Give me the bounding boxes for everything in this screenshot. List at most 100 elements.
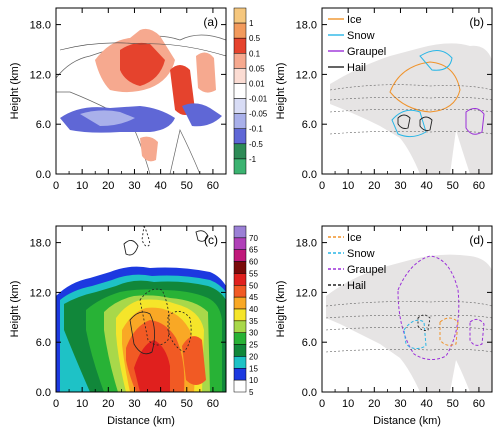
panel-b-ytick-label: 18.0 [296,20,317,32]
panel-b-legend-label: Graupel [347,46,386,58]
panel-c-xlabel: Distance (km) [107,415,175,427]
panel-c-colorbar-label: 60 [249,258,258,267]
panel-a-colorbar-swatch [233,158,247,175]
panel-d-xtick-label: 50 [447,398,459,410]
panel-c-colorbar-swatch [233,308,247,322]
panel-a-colorbar-label: -0.01 [249,95,268,104]
panel-c-colorbar-label: 35 [249,317,258,326]
panel-a-xtick-label: 10 [76,180,88,192]
panel-c-colorbar-swatch [233,237,247,250]
panel-d-legend-label: Graupel [347,264,386,276]
panel-a-colorbar-label: -0.5 [249,140,263,149]
panel-c-colorbar-swatch [233,273,247,286]
panel-c-colorbar-swatch [233,368,247,381]
panel-a-colorbar-label: -0.05 [249,110,268,119]
panel-a-colorbar-swatch [233,113,247,129]
panel-c-colorbar-swatch [233,332,247,345]
panel-a-colorbar-swatch [233,22,247,39]
panel-b-ytick-label: 12.0 [296,69,317,81]
panel-a-colorbar-swatch [233,68,247,84]
panel-a-label: (a) [203,15,218,29]
panel-c-colorbar-label: 40 [249,305,258,314]
panel-a-xtick-label: 50 [181,180,193,192]
panel-c-colorbar-label: 20 [249,352,258,361]
panel-c-xtick-label: 20 [102,398,114,410]
panel-d-ytick-label: 0.0 [302,387,317,399]
panel-a-ytick-label: 6.0 [36,119,51,131]
panel-d-xtick-label: 20 [368,398,380,410]
panel-a-ytick-label: 18.0 [30,20,51,32]
panel-a-xtick-label: 20 [102,180,114,192]
panel-c-colorbar-swatch [233,296,247,310]
panel-c-ytick-label: 6.0 [36,337,51,349]
panel-b-legend-label: Ice [347,14,362,26]
panel-c-colorbar-swatch [233,320,247,333]
panel-c-ytick-label: 0.0 [36,387,51,399]
panel-a-colorbar-swatch [233,83,247,99]
panel-c-colorbar-swatch [233,344,247,357]
panel-b-ytick-label: 0.0 [302,169,317,181]
panel-a-colorbar-swatch [233,128,247,145]
panel-a-ylabel: Height (km) [9,63,21,120]
panel-d-xlabel: Distance (km) [373,415,441,427]
panel-a-field [56,28,226,174]
panel-c-xtick-label: 0 [53,398,59,410]
panel-c-frame [55,225,227,393]
panel-d-xtick-label: 10 [342,398,354,410]
panel-a-xtick-label: 30 [128,180,140,192]
panel-a-xtick-label: 60 [207,180,219,192]
panel-a-colorbar-swatch [233,53,247,69]
panel-c-xtick-label: 40 [154,398,166,410]
panel-a-colorbar-swatch [233,37,247,54]
panel-b-xtick-label: 0 [319,180,325,192]
panel-a-colorbar-label: -0.1 [249,125,263,134]
panel-c-xtick-label: 50 [181,398,193,410]
panel-a-colorbar-label: 0.01 [249,79,265,88]
panel-a-ytick-label: 12.0 [30,69,51,81]
panel-c-ytick-label: 18.0 [30,238,51,250]
panel-b-ytick-label: 6.0 [302,119,317,131]
panel-a-ytick-label: 0.0 [36,169,51,181]
panel-a-colorbar-label: 0.5 [249,34,261,43]
axes-layer: 0 10 20 30 40 50 60 0.0 6.0 12.0 18.0 Height (km) (a… [9,7,493,427]
panel-c-colorbar-label: 30 [249,329,258,338]
panel-d-ylabel: Height (km) [275,281,287,338]
panel-a-colorbar-swatch [233,7,247,24]
panel-d-frame [321,225,493,393]
panel-c-xtick-label: 10 [76,398,88,410]
panel-d-field [325,254,492,392]
panel-c-xtick-label: 60 [207,398,219,410]
panel-a-colorbar-swatch [233,143,247,160]
panel-c-colorbar-label: 65 [249,246,258,255]
panel-d-legend-label: Hail [347,280,366,292]
panel-d-ytick-label: 12.0 [296,287,317,299]
panel-d-xtick-label: 40 [420,398,432,410]
panel-b-label: (b) [469,15,484,29]
panel-d-label: (d) [469,233,484,247]
panel-c-colorbar-label: 55 [249,269,258,278]
panel-c-colorbar-swatch [233,249,247,262]
panel-c-colorbar-label: 45 [249,293,258,302]
panel-c-colorbar-swatch [233,261,247,274]
panel-c-colorbar-label: 50 [249,281,258,290]
panel-c-xtick-label: 30 [128,398,140,410]
panel-d-xtick-label: 0 [319,398,325,410]
panel-a-colorbar-label: 0.05 [249,64,265,73]
panel-a-xtick-label: 0 [53,180,59,192]
panel-c-label: (c) [204,233,218,247]
panel-a-colorbar-label: -1 [249,155,257,164]
panel-b-legend-label: Hail [347,62,366,74]
panel-d-xtick-label: 30 [394,398,406,410]
panel-c-colorbar-label: 70 [249,234,258,243]
panel-a-frame [55,7,227,175]
panel-b-xtick-label: 30 [394,180,406,192]
panel-d-legend-label: Ice [347,232,362,244]
panel-a-xtick-label: 40 [154,180,166,192]
panel-d-xtick-label: 60 [473,398,485,410]
panel-b-xtick-label: 40 [420,180,432,192]
panel-b-xtick-label: 60 [473,180,485,192]
panel-d-legend-label: Snow [347,248,375,260]
panel-b-ylabel: Height (km) [275,63,287,120]
panel-c-ytick-label: 12.0 [30,287,51,299]
